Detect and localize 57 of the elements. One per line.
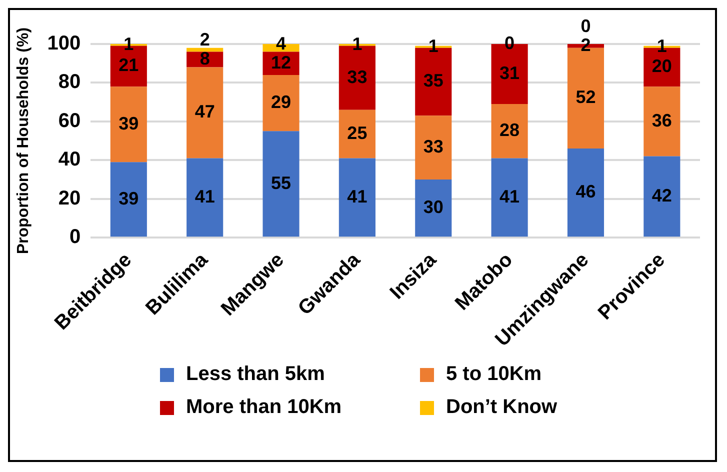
data-label: 42 xyxy=(652,185,672,206)
data-label: 29 xyxy=(271,92,292,112)
legend-label: Less than 5km xyxy=(186,363,325,386)
bar xyxy=(338,110,376,158)
data-label: 1 xyxy=(428,36,438,56)
bar xyxy=(644,86,680,156)
data-label: 8 xyxy=(200,48,210,68)
data-label: 0 xyxy=(580,16,591,36)
data-label: 20 xyxy=(652,56,672,76)
data-label: 33 xyxy=(423,136,444,157)
data-label: 41 xyxy=(194,186,215,206)
data-label: 1 xyxy=(124,34,134,54)
legend-label: Don’t Know xyxy=(446,396,558,419)
y-tick-label: 60 xyxy=(58,110,81,132)
bar xyxy=(186,48,224,52)
data-label: 1 xyxy=(656,36,667,56)
bar xyxy=(491,158,528,237)
data-label: 21 xyxy=(118,55,139,76)
data-label: 41 xyxy=(500,186,520,206)
data-label: 35 xyxy=(423,70,444,91)
data-label: 12 xyxy=(271,52,292,72)
bar xyxy=(415,180,452,237)
data-label: 36 xyxy=(652,110,672,130)
data-label: 28 xyxy=(500,120,520,140)
bar xyxy=(644,156,680,237)
data-label: 2 xyxy=(200,29,210,50)
y-axis-title: Proportion of Households (%) xyxy=(15,27,32,254)
y-tick-label: 40 xyxy=(58,148,81,171)
bar xyxy=(110,162,147,237)
y-tick-label: 80 xyxy=(58,71,81,94)
data-label: 25 xyxy=(347,122,368,143)
data-label: 30 xyxy=(423,197,444,218)
data-label: 2 xyxy=(580,34,591,55)
data-label: 41 xyxy=(347,186,368,206)
bar xyxy=(262,74,300,132)
bar xyxy=(491,104,528,158)
bar xyxy=(186,67,224,158)
data-label: 55 xyxy=(271,172,292,193)
data-label: 52 xyxy=(576,87,596,108)
data-label: 33 xyxy=(347,66,368,87)
data-label: 46 xyxy=(576,182,596,202)
bar xyxy=(110,86,147,162)
data-label: 39 xyxy=(118,188,139,208)
data-label: 47 xyxy=(194,102,215,122)
data-label: 31 xyxy=(500,62,520,83)
y-tick-label: 0 xyxy=(69,226,81,248)
y-tick-label: 20 xyxy=(58,187,81,210)
bar xyxy=(567,148,604,237)
data-label: 39 xyxy=(118,113,139,134)
y-tick-label: 100 xyxy=(47,32,81,55)
legend-label: 5 to 10Km xyxy=(446,363,542,386)
data-label: 1 xyxy=(352,34,362,54)
bar xyxy=(186,158,224,237)
legend-label: More than 10Km xyxy=(186,396,342,419)
bar xyxy=(262,131,300,237)
bar xyxy=(338,158,376,237)
bar xyxy=(415,116,452,180)
